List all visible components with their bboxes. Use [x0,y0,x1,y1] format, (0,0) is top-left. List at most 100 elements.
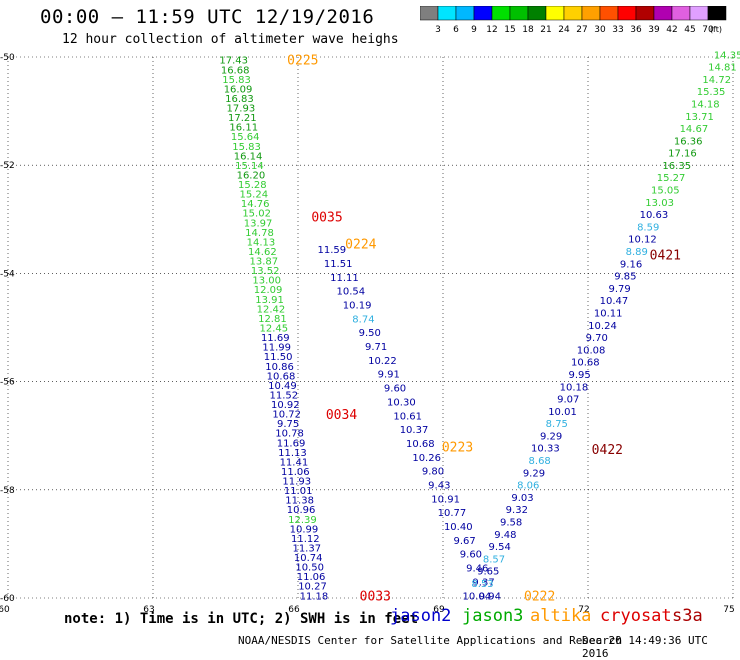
altika-value-label: 8.68 [529,456,551,467]
y-tick-label: -60 [0,594,15,604]
jason3-value-label: 11.11 [330,273,359,284]
note-text: note: 1) Time is in UTC; 2) SWH is in fe… [64,611,419,627]
altika-value-label: 10.18 [560,382,589,393]
colorbar-label: 9 [471,25,477,35]
jason2-value-label: 10.72 [272,410,301,421]
jason2-value-label: 15.24 [239,190,268,201]
y-tick-label: -56 [0,378,15,388]
jason2-value-label: 11.13 [278,448,307,459]
jason3-value-label: 9.60 [384,384,406,395]
altika-value-label: 8.06 [517,481,539,492]
colorbar-swatch [617,6,637,21]
time-label: 0225 [287,54,318,69]
altika-value-label: 9.65 [477,567,499,578]
jason3-value-label: 10.40 [444,522,473,533]
jason2-value-label: 13.52 [251,266,280,277]
jason3-value-label: 10.37 [400,425,429,436]
jason2-value-label: 16.11 [229,123,258,134]
jason2-value-label: 11.01 [284,486,313,497]
footer-timestamp: Dec 20 14:49:36 UTC 2016 [582,634,708,660]
colorbar-label: 27 [576,25,587,35]
jason3-value-label: 10.30 [387,397,416,408]
altika-value-label: 17.16 [668,149,697,160]
altika-value-label: 8.59 [637,222,659,233]
legend-s3a: s3a [672,606,703,626]
altika-value-label: 8.57 [483,554,505,565]
colorbar-label: 6 [453,25,459,35]
jason2-value-label: 12.09 [254,285,283,296]
jason2-value-label: 11.18 [300,591,329,602]
altika-value-label: 14.67 [680,124,709,135]
colorbar-swatch [635,6,655,21]
time-label: 0422 [592,443,623,458]
jason3-value-label: 10.68 [406,439,435,450]
jason2-value-label: 17.93 [227,104,256,115]
altika-value-label: 14.72 [702,75,731,86]
jason2-value-label: 15.83 [232,142,261,153]
colorbar-label: 30 [594,25,606,35]
y-tick-label: -58 [0,486,15,496]
legend-altika: altika [530,606,592,626]
jason2-value-label: 13.00 [252,276,281,287]
jason3-value-label: 9.67 [453,536,475,547]
altika-value-label: 8.89 [626,247,648,258]
colorbar-label: 21 [540,25,551,35]
jason2-value-label: 11.06 [281,467,310,478]
jason3-value-label: 10.91 [431,494,460,505]
colorbar-label: 18 [522,25,534,35]
altika-value-label: 10.08 [577,345,606,356]
jason2-value-label: 15.28 [238,180,267,191]
altika-value-label: 9.07 [557,395,579,406]
altika-value-label: 9.29 [540,431,562,442]
jason3-value-label: 11.59 [318,245,347,256]
color-scale-bar: 3 6 9 12 15 18 21 24 27 30 33 36 39 42 45 70(ft) [420,6,727,35]
altika-value-label: 10.24 [588,321,617,332]
time-label: 0222 [524,589,555,604]
altika-value-label: 15.05 [651,186,680,197]
jason2-value-label: 11.12 [291,534,320,545]
jason3-value-label: 9.80 [422,467,444,478]
jason3-value-label: 10.77 [438,508,467,519]
jason2-value-label: 10.50 [295,563,324,574]
jason2-value-label: 14.76 [241,199,270,210]
altika-value-label: 16.35 [662,161,691,172]
jason3-value-label: 10.54 [336,287,365,298]
jason2-value-label: 11.50 [264,352,293,363]
altika-value-label: 8.75 [546,419,568,430]
colorbar-swatch [599,6,619,21]
altika-value-label: 13.71 [685,112,714,123]
altika-value-label: 9.32 [506,505,528,516]
jason2-value-label: 12.81 [258,314,287,325]
jason3-value-label: 9.60 [460,550,482,561]
legend-jason2: jason2 [390,606,452,626]
altika-value-label: 9.16 [620,259,642,270]
time-label: 0224 [345,238,376,253]
altika-value-label: 9.79 [609,284,631,295]
altika-value-label: 9.54 [489,542,511,553]
jason3-value-label: 10.19 [343,300,372,311]
footer-credit: NOAA/NESDIS Center for Satellite Applica… [238,634,623,647]
jason2-value-label: 9.75 [277,419,299,430]
chart-subtitle: 12 hour collection of altimeter wave hei… [62,32,399,47]
jason2-value-label: 10.92 [271,400,300,411]
jason3-value-label: 9.46 [466,564,488,575]
colorbar-swatch [420,6,439,21]
colorbar-swatch [509,6,529,21]
jason3-value-label: 9.43 [428,480,450,491]
jason2-value-label: 17.21 [228,113,257,124]
x-tick-label: 75 [723,605,734,615]
jason2-value-label: 16.68 [221,65,250,76]
colorbar-unit: (ft) [710,25,722,34]
altika-value-label: 16.36 [674,136,703,147]
jason2-value-label: 10.96 [287,505,316,516]
altika-value-label: 9.85 [614,272,636,283]
altika-value-label: 10.63 [640,210,669,221]
colorbar-label: 12 [486,25,497,35]
jason2-value-label: 11.38 [285,496,314,507]
altika-value-label: 10.11 [594,308,623,319]
jason2-value-label: 17.43 [219,56,248,67]
jason2-value-label: 10.78 [275,429,304,440]
colorbar-swatch [545,6,565,21]
altika-value-label: 9.03 [511,493,533,504]
altika-value-label: 15.27 [657,173,686,184]
